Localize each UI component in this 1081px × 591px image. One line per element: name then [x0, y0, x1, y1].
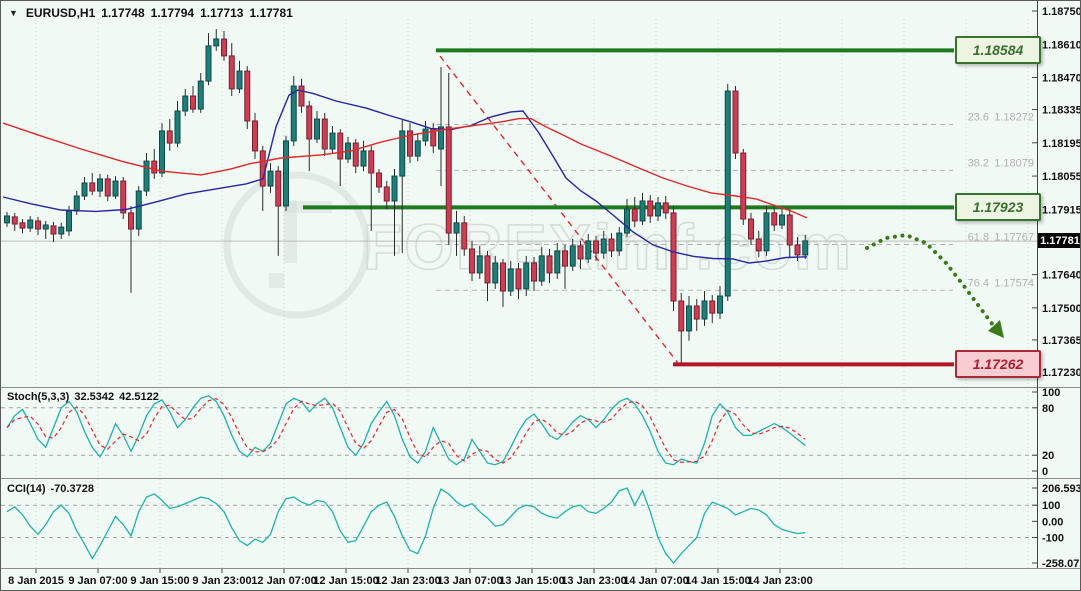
candlesticks[interactable]: [4, 38, 809, 332]
svg-text:14 Jan 23:00: 14 Jan 23:00: [747, 575, 812, 587]
svg-text:-258.071: -258.071: [1042, 558, 1081, 570]
svg-text:1.17915: 1.17915: [1042, 204, 1081, 216]
svg-text:0: 0: [1042, 466, 1048, 478]
watermark: FOREXimf.com: [223, 171, 853, 319]
resistance-level-label-1[interactable]: 1.18584: [955, 36, 1041, 65]
svg-text:1.17574: 1.17574: [994, 277, 1034, 289]
svg-text:14 Jan 15:00: 14 Jan 15:00: [685, 575, 750, 587]
svg-text:12 Jan 15:00: 12 Jan 15:00: [313, 575, 378, 587]
panel-separators[interactable]: [1, 387, 1081, 569]
svg-text:12 Jan 23:00: 12 Jan 23:00: [375, 575, 440, 587]
ohlc-low: 1.17713: [200, 6, 244, 20]
svg-text:80: 80: [1042, 403, 1054, 415]
symbol-timeframe: EURUSD,H1: [25, 6, 96, 20]
svg-text:38.2: 38.2: [968, 157, 989, 169]
svg-text:13 Jan 15:00: 13 Jan 15:00: [499, 575, 564, 587]
ohlc-close: 1.17781: [249, 6, 293, 20]
chart-title: ▼ EURUSD,H1 1.17748 1.17794 1.17713 1.17…: [9, 6, 293, 20]
svg-text:1.17365: 1.17365: [1042, 335, 1081, 347]
cci-value: -70.3728: [50, 483, 94, 495]
svg-text:1.18055: 1.18055: [1042, 171, 1081, 183]
svg-text:1.18470: 1.18470: [1042, 73, 1081, 85]
svg-text:206.593: 206.593: [1042, 483, 1081, 495]
time-axis-labels: 8 Jan 2015 9 Jan 07:00 9 Jan 15:00 9 Jan 23…: [8, 575, 813, 587]
svg-text:61.8: 61.8: [968, 231, 989, 243]
svg-text:8 Jan 2015: 8 Jan 2015: [8, 575, 64, 587]
svg-text:14 Jan 07:00: 14 Jan 07:00: [623, 575, 688, 587]
stoch-name: Stoch(5,3,3): [7, 391, 70, 403]
svg-text:9 Jan 23:00: 9 Jan 23:00: [192, 575, 251, 587]
svg-text:1.18272: 1.18272: [994, 112, 1034, 124]
svg-text:1.18750: 1.18750: [1042, 6, 1081, 18]
svg-text:9 Jan 07:00: 9 Jan 07:00: [68, 575, 127, 587]
svg-text:FOREXimf.com: FOREXimf.com: [363, 211, 853, 283]
price-axis-labels: 1.18750 1.18610 1.18470 1.18335 1.18195 1.180…: [1042, 6, 1081, 570]
projection-arrow[interactable]: [865, 232, 998, 331]
stoch-indicator-label: Stoch(5,3,3) 32.5342 42.5122: [7, 391, 159, 403]
support-level-label[interactable]: 1.17262: [955, 350, 1041, 379]
svg-text:1.18195: 1.18195: [1042, 138, 1081, 150]
cci-indicator-label: CCI(14) -70.3728: [7, 483, 94, 495]
svg-text:1.17640: 1.17640: [1042, 270, 1081, 282]
axis-ticks: [35, 10, 1037, 573]
cci-name: CCI(14): [7, 483, 46, 495]
stoch-signal-line: [6, 397, 806, 464]
svg-text:1.17230: 1.17230: [1042, 367, 1081, 379]
fibonacci-labels: 23.6 1.18272 38.2 1.18079 61.8 1.17767 76.4 1.1…: [968, 112, 1034, 290]
svg-text:0.00: 0.00: [1042, 516, 1063, 528]
stoch-signal-value: 42.5122: [119, 391, 159, 403]
svg-text:1.18079: 1.18079: [994, 157, 1034, 169]
ohlc-open: 1.17748: [101, 6, 145, 20]
svg-text:20: 20: [1042, 450, 1054, 462]
svg-text:100: 100: [1042, 500, 1060, 512]
svg-text:76.4: 76.4: [968, 277, 989, 289]
svg-text:13 Jan 23:00: 13 Jan 23:00: [561, 575, 626, 587]
price-axis[interactable]: [1038, 1, 1080, 569]
current-price-tag: 1.17781: [1038, 233, 1080, 249]
svg-text:13 Jan 07:00: 13 Jan 07:00: [437, 575, 502, 587]
time-axis[interactable]: [1, 569, 1080, 590]
svg-text:1.17767: 1.17767: [994, 231, 1034, 243]
svg-text:1.18335: 1.18335: [1042, 105, 1081, 117]
stoch-main-line: [6, 395, 806, 466]
svg-text:100: 100: [1042, 387, 1060, 399]
projection-arrow-head: [988, 320, 1004, 338]
svg-text:1.17500: 1.17500: [1042, 303, 1081, 315]
cci-line: [6, 487, 806, 565]
svg-text:23.6: 23.6: [968, 112, 989, 124]
ohlc-high: 1.17794: [150, 6, 195, 20]
stoch-main-value: 32.5342: [74, 391, 115, 403]
svg-text:1.18610: 1.18610: [1042, 39, 1081, 51]
resistance-level-label-2[interactable]: 1.17923: [955, 193, 1041, 222]
svg-text:9 Jan 15:00: 9 Jan 15:00: [130, 575, 189, 587]
svg-text:12 Jan 07:00: 12 Jan 07:00: [251, 575, 316, 587]
chevron-down-icon[interactable]: ▼: [9, 8, 18, 18]
ma-fast-red[interactable]: [2, 117, 808, 219]
svg-text:-100: -100: [1042, 532, 1064, 544]
